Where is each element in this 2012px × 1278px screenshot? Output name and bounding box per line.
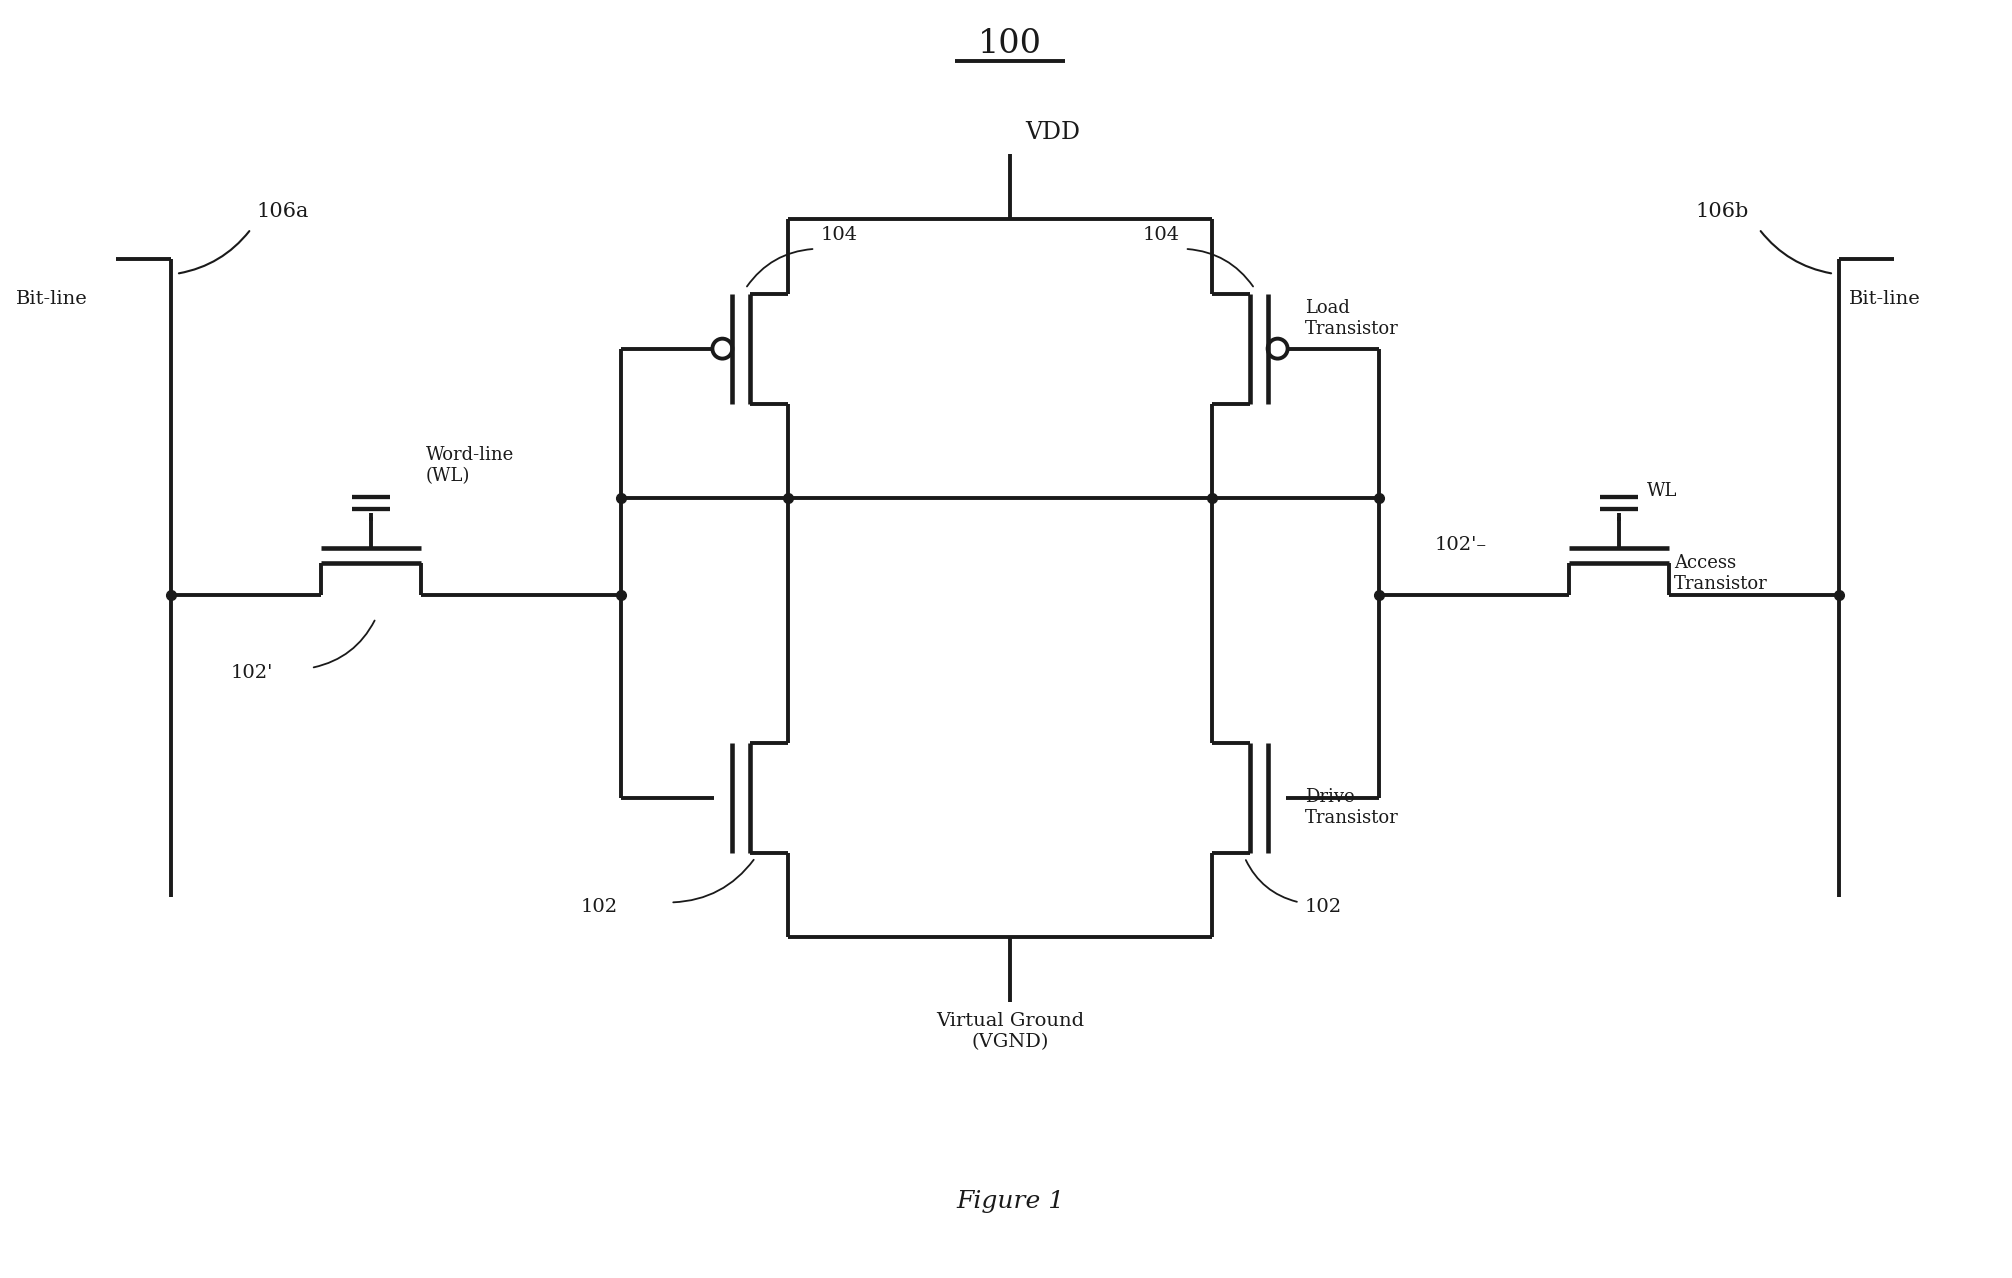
Text: Access
Transistor: Access Transistor [1674, 553, 1769, 593]
Text: Figure 1: Figure 1 [956, 1190, 1064, 1213]
Text: 102: 102 [1304, 898, 1342, 916]
Text: VDD: VDD [1024, 121, 1080, 144]
Text: Word-line
(WL): Word-line (WL) [427, 446, 513, 484]
Text: 104: 104 [1143, 226, 1179, 244]
Text: Drive
Transistor: Drive Transistor [1304, 789, 1398, 827]
Text: Bit-line: Bit-line [16, 290, 89, 308]
Text: Bit-line: Bit-line [1849, 290, 1921, 308]
Text: 106a: 106a [256, 202, 308, 221]
Text: WL: WL [1648, 482, 1678, 500]
Text: 102': 102' [231, 665, 274, 682]
Text: 104: 104 [821, 226, 857, 244]
Text: 102: 102 [581, 898, 618, 916]
Text: 106b: 106b [1696, 202, 1748, 221]
Text: 102'–: 102'– [1435, 537, 1487, 555]
Text: Virtual Ground
(VGND): Virtual Ground (VGND) [936, 1012, 1084, 1051]
Text: 100: 100 [978, 28, 1042, 60]
Text: Load
Transistor: Load Transistor [1304, 299, 1398, 339]
